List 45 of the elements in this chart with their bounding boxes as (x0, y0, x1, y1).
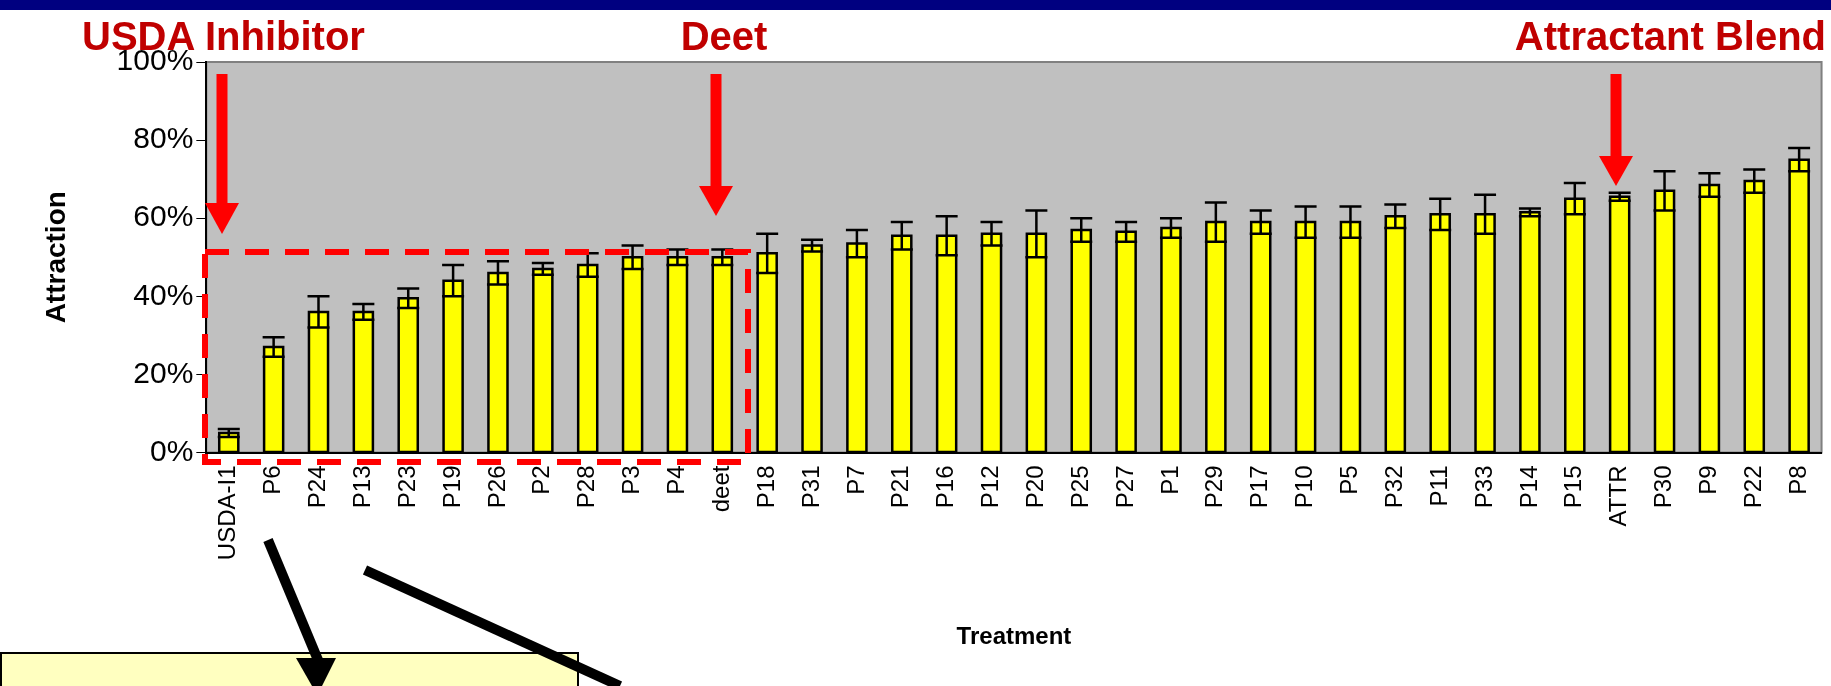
x-tick-label: P12 (976, 465, 1004, 509)
x-tick-label: P24 (303, 465, 331, 509)
x-tick-label: P13 (347, 465, 375, 509)
x-tick-label: P9 (1694, 465, 1722, 495)
x-tick-label: P7 (841, 465, 869, 495)
x-tick-label: P17 (1245, 465, 1273, 509)
x-tick-label: P10 (1290, 465, 1318, 509)
x-tick-label: P2 (527, 465, 555, 495)
x-tick-label: P3 (617, 465, 645, 495)
x-tick-label: P21 (886, 465, 914, 509)
x-tick-label: ATTR (1604, 465, 1632, 527)
x-tick-label: P20 (1021, 465, 1049, 509)
x-tick-label: P26 (482, 465, 510, 509)
x-tick-label: P32 (1379, 465, 1407, 509)
x-tick-label: P14 (1514, 465, 1542, 509)
x-tick-label: deet (706, 465, 734, 513)
x-tick-label: P19 (437, 465, 465, 509)
x-tick-label: P6 (258, 465, 286, 495)
x-tick-label: P25 (1065, 465, 1093, 509)
x-tick-label: P27 (1110, 465, 1138, 509)
y-axis-title: Attraction (39, 191, 71, 324)
x-tick-label: P29 (1200, 465, 1228, 509)
x-tick-label: P22 (1738, 465, 1766, 509)
text: Attractant Blend (1514, 14, 1826, 58)
x-tick-label: P5 (1335, 465, 1363, 495)
x-tick-label: P30 (1649, 465, 1677, 509)
x-tick-label: USDA-I1 (213, 465, 241, 561)
x-tick-label: P4 (662, 465, 690, 495)
x-axis-title: Treatment (956, 622, 1072, 650)
text: Deet (680, 14, 768, 58)
x-tick-label: P31 (796, 465, 824, 509)
x-tick-label: P15 (1559, 465, 1587, 509)
y-tick-label: 20% (133, 355, 194, 389)
x-tick-label: P28 (572, 465, 600, 509)
x-tick-label: P23 (392, 465, 420, 509)
x-tick-label: P18 (751, 465, 779, 509)
x-tick-label: P1 (1155, 465, 1183, 495)
y-tick-label: 40% (133, 277, 194, 311)
x-tick-label: P33 (1469, 465, 1497, 509)
y-tick-label: 0% (149, 433, 194, 467)
x-tick-label: P16 (931, 465, 959, 509)
x-tick-label: P11 (1424, 465, 1452, 507)
y-tick-label: 80% (133, 121, 194, 155)
y-tick-label: 60% (133, 199, 194, 233)
x-tick-label: P8 (1783, 465, 1811, 495)
